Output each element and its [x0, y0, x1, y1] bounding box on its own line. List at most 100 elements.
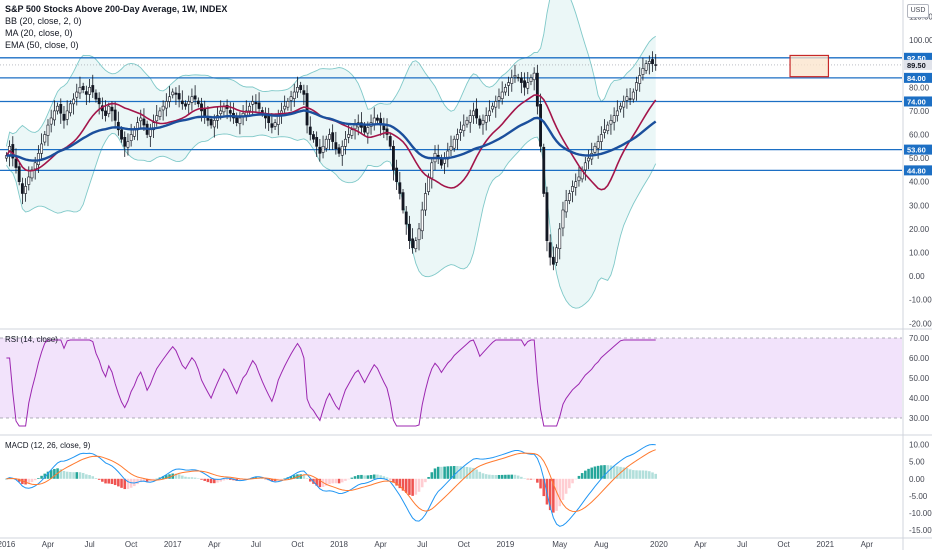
- candle-body: [171, 91, 175, 96]
- candle-body: [113, 109, 117, 121]
- candle-body: [564, 200, 568, 213]
- macd-histogram-bar: [564, 478, 568, 494]
- x-tick-label: Oct: [458, 540, 471, 549]
- candle-body: [644, 63, 648, 71]
- macd-histogram-bar: [177, 474, 181, 479]
- macd-histogram-bar: [65, 471, 69, 479]
- macd-histogram-bar: [337, 478, 341, 484]
- macd-histogram-bar: [107, 478, 111, 484]
- rsi-band-fill: [0, 338, 902, 418]
- candle-body: [484, 115, 488, 123]
- candle-body: [196, 100, 200, 105]
- macd-histogram-bar: [69, 471, 72, 479]
- macd-histogram-bar: [356, 475, 360, 479]
- candle-body: [299, 85, 303, 90]
- candle-body: [24, 186, 28, 194]
- candle-body: [116, 121, 120, 131]
- candle-body: [68, 103, 72, 114]
- macd-histogram-bar: [324, 478, 328, 486]
- macd-histogram-bar: [292, 475, 296, 479]
- macd-histogram-bar: [632, 470, 635, 479]
- macd-histogram-bar: [33, 478, 37, 481]
- macd-histogram-bar: [120, 478, 123, 488]
- x-tick-label: Apr: [374, 540, 387, 549]
- macd-histogram-bar: [520, 476, 523, 479]
- y-tick-label: 70.00: [909, 107, 930, 116]
- candle-body: [344, 138, 347, 147]
- macd-histogram-bar: [289, 476, 293, 479]
- macd-histogram-bar: [475, 469, 478, 479]
- macd-histogram-bar: [62, 470, 66, 479]
- legend-ma: MA (20, close, 0): [5, 28, 73, 38]
- price-tags: 92.50 84.00 74.00 53.60 44.80 89.50: [904, 52, 932, 176]
- level-tag-text: 74.00: [907, 97, 926, 106]
- candle-body: [190, 96, 194, 103]
- macd-histogram-bar: [612, 465, 616, 479]
- macd-tick-label: 5.00: [909, 458, 925, 467]
- macd-histogram-bar: [376, 474, 379, 479]
- macd-histogram-bar: [91, 476, 95, 479]
- candle-body: [395, 167, 399, 182]
- macd-histogram-bar: [411, 478, 414, 496]
- candle-body: [619, 105, 622, 110]
- macd-histogram-bar: [561, 478, 565, 500]
- candle-body: [308, 126, 312, 135]
- macd-histogram-bar: [641, 470, 645, 479]
- macd-histogram-bar: [331, 478, 334, 484]
- macd-histogram-bar: [197, 478, 200, 479]
- candle-body: [161, 105, 165, 111]
- candle-body: [296, 87, 299, 93]
- x-tick-label: 2016: [0, 540, 16, 549]
- candle-body: [84, 91, 88, 95]
- candle-body: [321, 146, 325, 153]
- macd-histogram-bar: [507, 474, 510, 479]
- candle-body: [257, 102, 261, 109]
- macd-histogram-bar: [542, 478, 546, 497]
- candle-body: [628, 98, 632, 100]
- candle-body: [174, 92, 178, 95]
- macd-histogram-bar: [302, 474, 306, 479]
- macd-histogram-bar: [414, 478, 418, 495]
- ema-line: [6, 109, 657, 162]
- level-tag-text: 44.80: [907, 166, 926, 175]
- candle-body: [599, 134, 603, 142]
- candle-body: [542, 146, 546, 194]
- macd-histogram-bar: [532, 478, 536, 480]
- macd-histogram-bar: [635, 470, 638, 479]
- bb-upper-line: [5, 0, 656, 147]
- candle-body: [292, 91, 296, 99]
- macd-histogram-bar: [379, 475, 382, 479]
- macd-histogram-bar: [21, 478, 24, 485]
- macd-histogram-bar: [462, 466, 466, 479]
- macd-histogram-bar: [206, 478, 210, 483]
- macd-histogram-bar: [472, 467, 475, 479]
- macd-histogram-bar: [17, 478, 21, 482]
- macd-histogram-bar: [596, 465, 600, 479]
- macd-histogram-bar: [526, 478, 530, 480]
- macd-histogram-bar: [261, 478, 264, 479]
- candle-body: [606, 124, 610, 132]
- candle-body: [459, 129, 463, 133]
- candle-body: [155, 115, 159, 122]
- macd-histogram-bar: [491, 474, 494, 479]
- candle-body: [571, 186, 574, 192]
- candle-body: [491, 105, 495, 110]
- y-tick-label: 10.00: [909, 248, 930, 257]
- macd-histogram-bar: [504, 474, 507, 479]
- candle-body: [78, 87, 82, 94]
- macd-histogram-bar: [75, 472, 79, 479]
- macd-histogram-bar: [193, 477, 197, 479]
- candle-body: [539, 103, 542, 147]
- macd-histogram-bar: [372, 474, 376, 479]
- x-tick-label: 2021: [816, 540, 834, 549]
- macd-histogram-bar: [110, 478, 114, 484]
- currency-badge[interactable]: USD: [907, 4, 929, 18]
- candle-body: [340, 146, 344, 156]
- macd-histogram-bar: [638, 470, 641, 479]
- candle-body: [449, 146, 453, 151]
- candle-body: [363, 125, 367, 133]
- macd-histogram-bar: [181, 475, 184, 479]
- macd-histogram-bar: [104, 478, 107, 484]
